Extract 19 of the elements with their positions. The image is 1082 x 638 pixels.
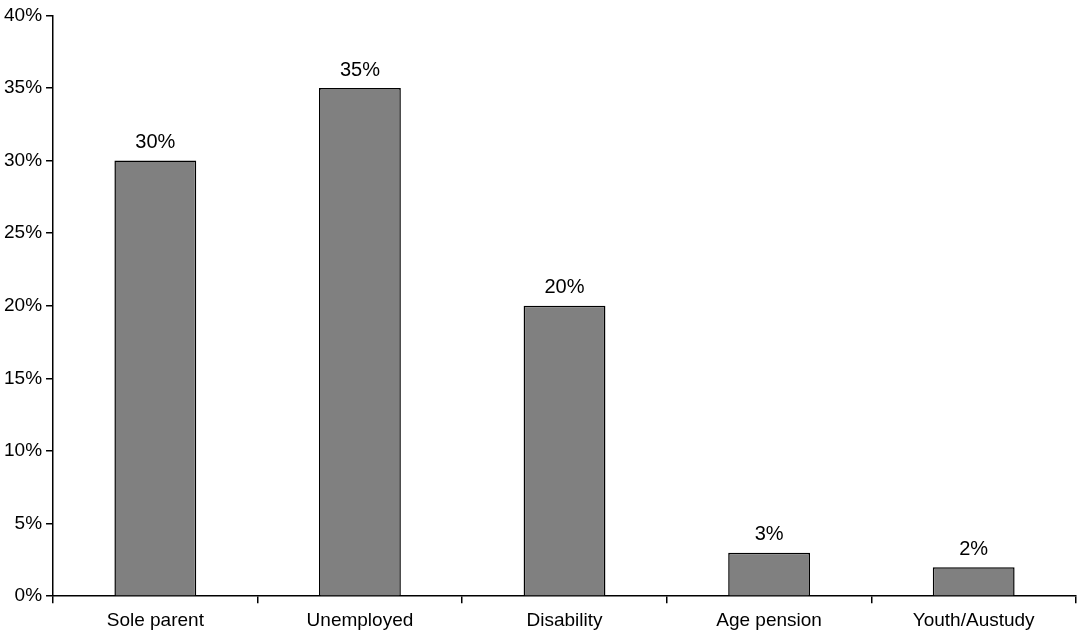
data-label: 30% <box>135 130 176 153</box>
y-tick-label: 30% <box>4 148 43 170</box>
x-tick-label: Age pension <box>716 608 822 630</box>
x-tick-label: Sole parent <box>106 608 205 630</box>
data-label: 2% <box>959 536 989 559</box>
y-tick-label: 0% <box>14 584 43 606</box>
y-tick-label: 5% <box>14 511 43 533</box>
y-tick-label: 25% <box>4 221 43 243</box>
y-tick-label: 15% <box>4 366 43 388</box>
x-tick-label: Unemployed <box>306 608 414 630</box>
data-label: 35% <box>339 57 381 80</box>
data-label: 3% <box>754 522 784 545</box>
x-tick-label: Disability <box>526 608 604 630</box>
y-tick-label: 35% <box>4 76 43 98</box>
y-tick-label: 10% <box>4 439 43 461</box>
y-tick-label: 20% <box>4 294 43 316</box>
y-tick-label: 40% <box>4 3 43 25</box>
data-label: 20% <box>544 275 585 298</box>
x-tick-label: Youth/Austudy <box>912 608 1036 630</box>
